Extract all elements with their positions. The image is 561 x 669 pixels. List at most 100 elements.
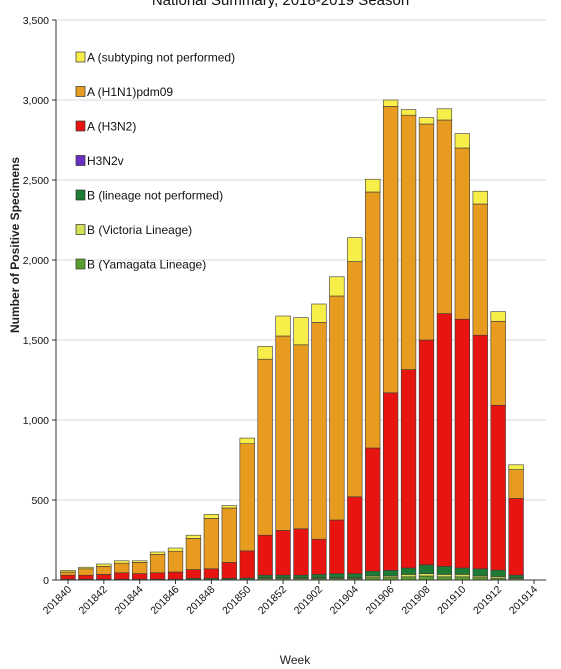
bar-segment: [329, 573, 345, 578]
bar-segment: [239, 437, 255, 444]
bar-segment: [96, 574, 112, 580]
bar-segment: [257, 534, 273, 576]
legend-label: A (H1N1)pdm09: [87, 85, 173, 99]
bar-segment: [329, 276, 345, 297]
bar-segment: [239, 443, 255, 552]
bar-segment: [418, 117, 435, 125]
bar-segment: [114, 562, 130, 574]
bar-segment: [400, 567, 417, 575]
bar-segment: [239, 550, 255, 579]
bar-segment: [311, 303, 327, 323]
bar-segment: [96, 566, 112, 575]
bar-segment: [508, 469, 524, 499]
x-tick-label: 201846: [148, 584, 181, 617]
y-tick-label: 2,500: [23, 175, 49, 187]
x-tick-label: 201902: [292, 584, 325, 617]
bar-segment: [257, 346, 273, 360]
bar-segment: [382, 99, 399, 107]
x-tick-label: 201844: [113, 584, 146, 617]
bar-segment: [418, 339, 435, 566]
legend-label: B (lineage not performed): [87, 189, 223, 203]
legend-swatch: [75, 120, 86, 132]
x-tick-label: 201908: [399, 584, 432, 617]
y-axis-ticks: 0 500 1,000 1,500 2,000 2,500 3,000 3,500: [23, 15, 56, 587]
bar-segment: [60, 571, 76, 576]
bar-segment: [167, 547, 184, 552]
bar-segment: [78, 568, 94, 576]
bar-segment: [490, 320, 506, 406]
bar-segment: [275, 315, 291, 337]
bar-segment: [96, 563, 112, 567]
bar-segment: [275, 530, 291, 576]
bar-segment: [508, 498, 524, 576]
bar-segment: [114, 560, 130, 564]
bar-segment: [436, 108, 453, 121]
bar-segment: [185, 534, 202, 539]
x-tick-label: 201910: [435, 584, 468, 617]
bar-segment: [382, 106, 399, 394]
bar-segment: [490, 569, 506, 577]
legend-swatch: [75, 86, 86, 97]
bar-segment: [508, 464, 524, 470]
bar-segment: [78, 566, 94, 570]
bar-segment: [400, 369, 417, 569]
legend-label: A (subtyping not performed): [87, 51, 235, 65]
bar-segment: [203, 514, 220, 519]
bar-segment: [185, 569, 202, 579]
bar-segment: [365, 447, 381, 572]
bar-segment: [149, 554, 166, 574]
bar-segment: [454, 147, 470, 320]
legend-swatch: [75, 51, 86, 63]
bar-segment: [149, 551, 166, 555]
bar-segment: [436, 574, 453, 578]
bar-segment: [78, 574, 94, 580]
bar-segment: [418, 123, 435, 341]
bar-segment: [311, 574, 327, 578]
bar-segment: [472, 334, 488, 570]
bar-segment: [490, 404, 506, 571]
legend-label: A (H3N2): [87, 120, 136, 134]
bar-segment: [257, 358, 273, 536]
bar-segment: [436, 566, 453, 575]
bar-segment: [400, 109, 417, 116]
bar-segment: [221, 562, 237, 579]
x-axis-ticks: 201840 201842 201844 201846 201848 201850 2018…: [41, 580, 540, 617]
y-axis-label: Number of Positive Specimens: [8, 157, 22, 333]
bar-segment: [454, 133, 470, 149]
y-tick-label: 1,000: [23, 415, 49, 427]
legend-swatch: [75, 258, 86, 270]
chart-title: National Summary, 2018-2019 Season: [151, 0, 410, 9]
bar-segment: [347, 261, 363, 498]
bar-segment: [418, 564, 435, 574]
bar-segment: [132, 573, 148, 580]
bar-segment: [293, 528, 309, 576]
bar-segment: [365, 178, 381, 193]
bar-segment: [293, 574, 309, 578]
bar-segment: [454, 574, 470, 578]
bar-segment: [149, 572, 166, 580]
x-tick-label: 201848: [184, 584, 217, 617]
x-tick-label: 201850: [220, 584, 253, 617]
bar-segment: [60, 570, 76, 573]
bar-segment: [167, 550, 184, 573]
bar-segment: [293, 317, 309, 346]
bar-segment: [436, 313, 453, 567]
bar-segment: [472, 190, 488, 205]
bar-segment: [203, 518, 220, 570]
legend-swatch: [75, 224, 86, 235]
legend-label: H3N2v: [87, 154, 124, 168]
bar-segment: [221, 507, 237, 563]
bar-segment: [132, 560, 148, 563]
bar-segment: [436, 119, 453, 314]
x-tick-label: 201912: [471, 584, 504, 617]
bar-segment: [132, 562, 148, 574]
bar-segment: [418, 573, 435, 577]
y-tick-label: 500: [31, 495, 49, 507]
bar-segment: [472, 568, 488, 577]
bar-segment: [418, 575, 435, 581]
bar-segment: [508, 574, 524, 578]
legend-swatch: [75, 155, 86, 166]
bar-segment: [347, 573, 363, 578]
bar-segment: [311, 322, 327, 540]
